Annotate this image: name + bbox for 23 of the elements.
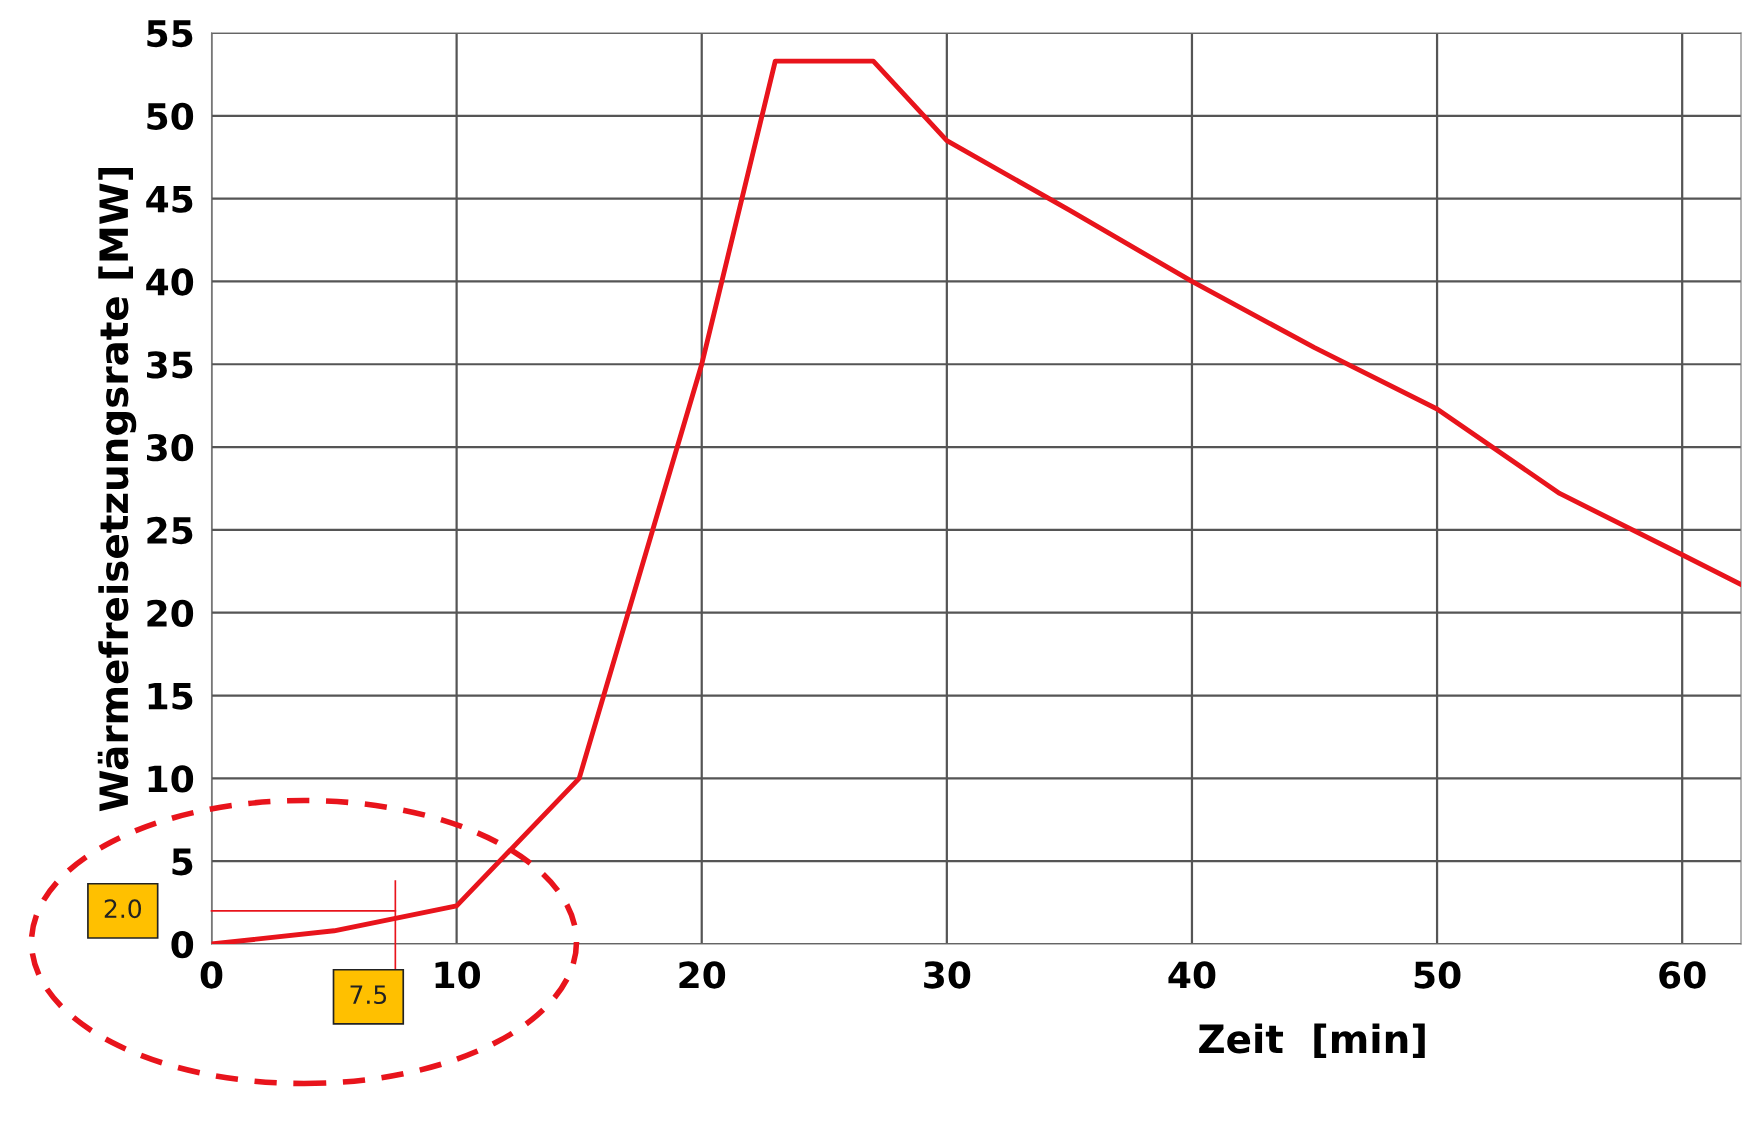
y-tick-label: 0 xyxy=(171,930,194,959)
y-tick-label: 40 xyxy=(146,268,194,296)
x-tick-label: 0 xyxy=(200,961,223,989)
x-tick-label: 50 xyxy=(1414,961,1461,989)
x-tick-label: 10 xyxy=(435,961,481,989)
y-tick-label: 5 xyxy=(172,848,193,876)
y-tick-label: 35 xyxy=(147,351,193,379)
x-tick-label: 60 xyxy=(1659,961,1706,989)
x-axis-title: Zeit [min] xyxy=(1199,1023,1425,1059)
x-tick-label: 30 xyxy=(924,961,971,989)
y-tick-label: 10 xyxy=(148,765,194,793)
y-tick-label: 25 xyxy=(147,516,193,545)
ref-line-label: 2.0 xyxy=(104,899,142,919)
y-tick-label: 45 xyxy=(146,185,193,213)
y-tick-label: 30 xyxy=(147,433,194,462)
x-tick-label: 40 xyxy=(1168,961,1216,989)
y-tick-label: 55 xyxy=(147,20,193,48)
ref-line-label: 7.5 xyxy=(350,985,387,1005)
y-tick-label: 15 xyxy=(148,682,193,710)
x-tick-label: 20 xyxy=(679,961,726,989)
y-axis-title: Wärmefreisetzungsrate [MW] xyxy=(97,167,137,812)
y-tick-label: 20 xyxy=(147,599,194,627)
y-tick-label: 50 xyxy=(147,102,194,130)
